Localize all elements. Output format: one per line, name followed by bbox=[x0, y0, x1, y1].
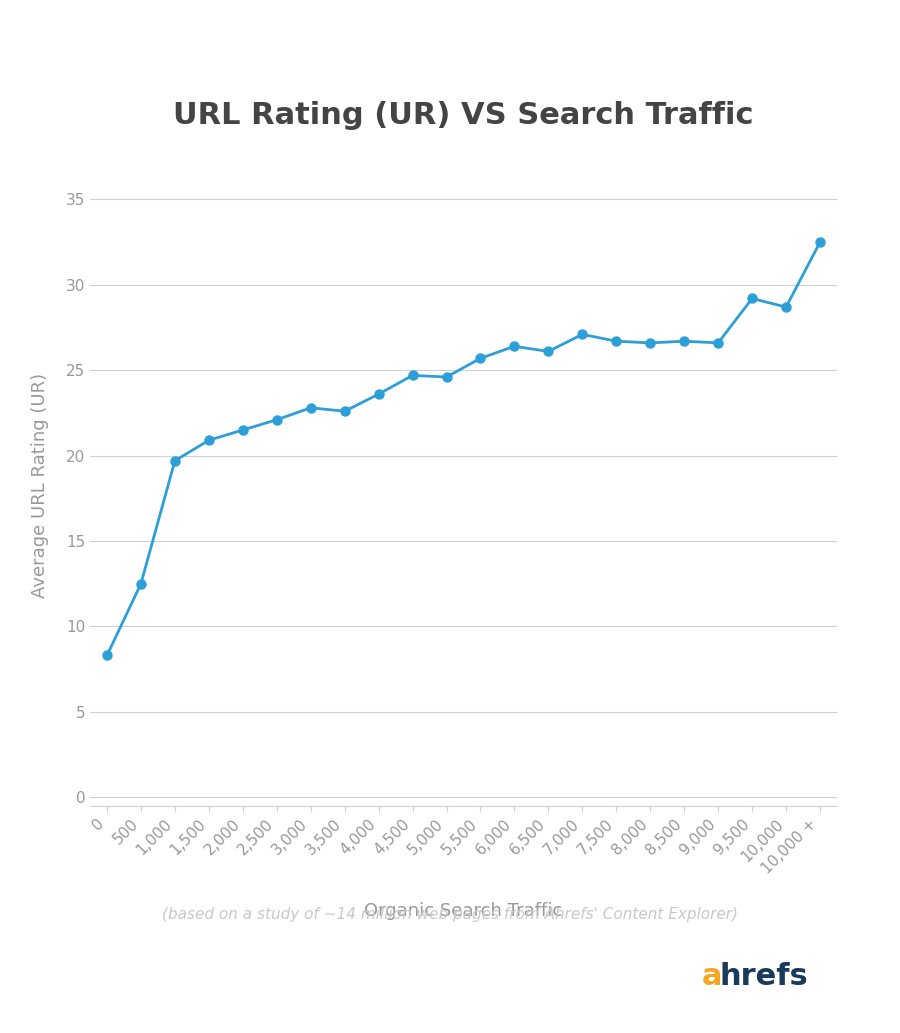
Text: (based on a study of ~14 million web pages from Ahrefs' Content Explorer): (based on a study of ~14 million web pag… bbox=[162, 907, 738, 921]
X-axis label: Organic Search Traffic: Organic Search Traffic bbox=[364, 902, 562, 919]
Text: a: a bbox=[702, 962, 723, 991]
Text: hrefs: hrefs bbox=[720, 962, 809, 991]
Y-axis label: Average URL Rating (UR): Average URL Rating (UR) bbox=[32, 373, 50, 598]
Title: URL Rating (UR) VS Search Traffic: URL Rating (UR) VS Search Traffic bbox=[173, 100, 754, 129]
